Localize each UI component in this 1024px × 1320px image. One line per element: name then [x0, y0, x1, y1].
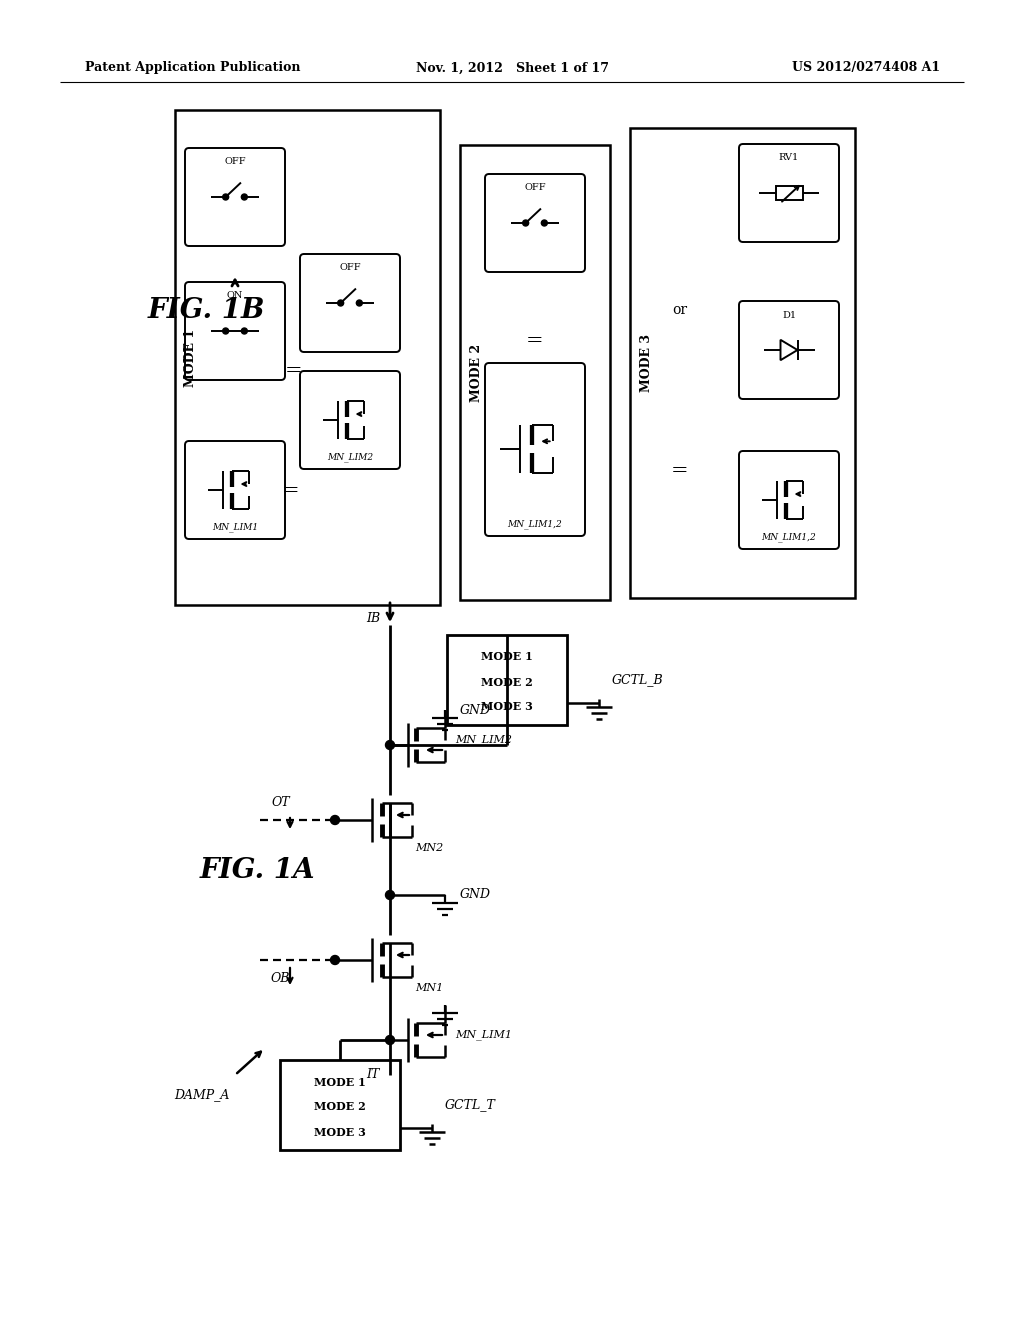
Text: MODE 3: MODE 3: [314, 1126, 366, 1138]
Text: DAMP_A: DAMP_A: [175, 1089, 230, 1101]
Text: MODE 1: MODE 1: [184, 329, 198, 387]
Circle shape: [385, 741, 394, 750]
FancyBboxPatch shape: [485, 174, 585, 272]
FancyBboxPatch shape: [300, 253, 400, 352]
Text: IT: IT: [367, 1068, 380, 1081]
Bar: [280, 1060, 400, 1150]
Circle shape: [385, 891, 394, 899]
Circle shape: [356, 300, 362, 306]
Circle shape: [522, 220, 528, 226]
Circle shape: [222, 194, 228, 201]
Text: =: =: [526, 330, 544, 350]
Text: OFF: OFF: [224, 157, 246, 166]
Circle shape: [222, 327, 228, 334]
Text: OFF: OFF: [339, 264, 360, 272]
Text: US 2012/0274408 A1: US 2012/0274408 A1: [792, 62, 940, 74]
Text: MODE 2: MODE 2: [469, 343, 482, 401]
Text: MN_LIM1,2: MN_LIM1,2: [762, 532, 816, 541]
Text: MODE 3: MODE 3: [640, 334, 652, 392]
Text: MODE 3: MODE 3: [481, 701, 532, 713]
FancyBboxPatch shape: [185, 282, 285, 380]
FancyBboxPatch shape: [185, 148, 285, 246]
FancyBboxPatch shape: [739, 144, 839, 242]
Text: MODE 1: MODE 1: [314, 1077, 366, 1088]
Text: MODE 1: MODE 1: [481, 652, 532, 663]
Text: OB: OB: [270, 972, 290, 985]
Circle shape: [331, 956, 340, 965]
Text: ON: ON: [226, 292, 243, 301]
Text: D1: D1: [782, 310, 796, 319]
Text: MODE 2: MODE 2: [481, 676, 532, 688]
Text: Nov. 1, 2012   Sheet 1 of 17: Nov. 1, 2012 Sheet 1 of 17: [416, 62, 608, 74]
Text: or: or: [673, 304, 687, 317]
Text: MN_LIM2: MN_LIM2: [455, 735, 512, 746]
Circle shape: [242, 327, 248, 334]
Text: GND: GND: [460, 888, 490, 902]
Text: MN2: MN2: [415, 843, 443, 853]
Text: MN_LIM2: MN_LIM2: [327, 453, 373, 462]
Text: GCTL_B: GCTL_B: [612, 673, 664, 686]
FancyBboxPatch shape: [300, 371, 400, 469]
FancyBboxPatch shape: [485, 363, 585, 536]
Bar: [460, 145, 610, 601]
Text: MN_LIM1: MN_LIM1: [212, 523, 258, 532]
Text: OT: OT: [271, 796, 290, 808]
FancyBboxPatch shape: [739, 451, 839, 549]
Text: GND: GND: [460, 704, 490, 717]
Circle shape: [338, 300, 344, 306]
Circle shape: [385, 1035, 394, 1044]
Text: MN_LIM1: MN_LIM1: [455, 1030, 512, 1040]
Circle shape: [242, 194, 248, 201]
Bar: [447, 635, 567, 725]
Text: =: =: [283, 480, 300, 499]
Circle shape: [542, 220, 548, 226]
Text: =: =: [286, 360, 303, 380]
Bar: [175, 110, 440, 605]
Text: MODE 2: MODE 2: [314, 1101, 366, 1113]
FancyBboxPatch shape: [739, 301, 839, 399]
FancyBboxPatch shape: [185, 441, 285, 539]
Text: RV1: RV1: [779, 153, 799, 162]
Text: IB: IB: [366, 611, 380, 624]
Circle shape: [331, 816, 340, 825]
Text: =: =: [671, 461, 689, 479]
Bar: [630, 128, 855, 598]
Text: Patent Application Publication: Patent Application Publication: [85, 62, 300, 74]
Text: OFF: OFF: [524, 183, 546, 193]
Text: FIG. 1B: FIG. 1B: [148, 297, 265, 323]
Text: FIG. 1A: FIG. 1A: [200, 857, 315, 883]
Text: GCTL_T: GCTL_T: [445, 1098, 496, 1111]
Bar: [775, 186, 803, 199]
Text: MN1: MN1: [415, 983, 443, 993]
Text: MN_LIM1,2: MN_LIM1,2: [508, 519, 562, 529]
